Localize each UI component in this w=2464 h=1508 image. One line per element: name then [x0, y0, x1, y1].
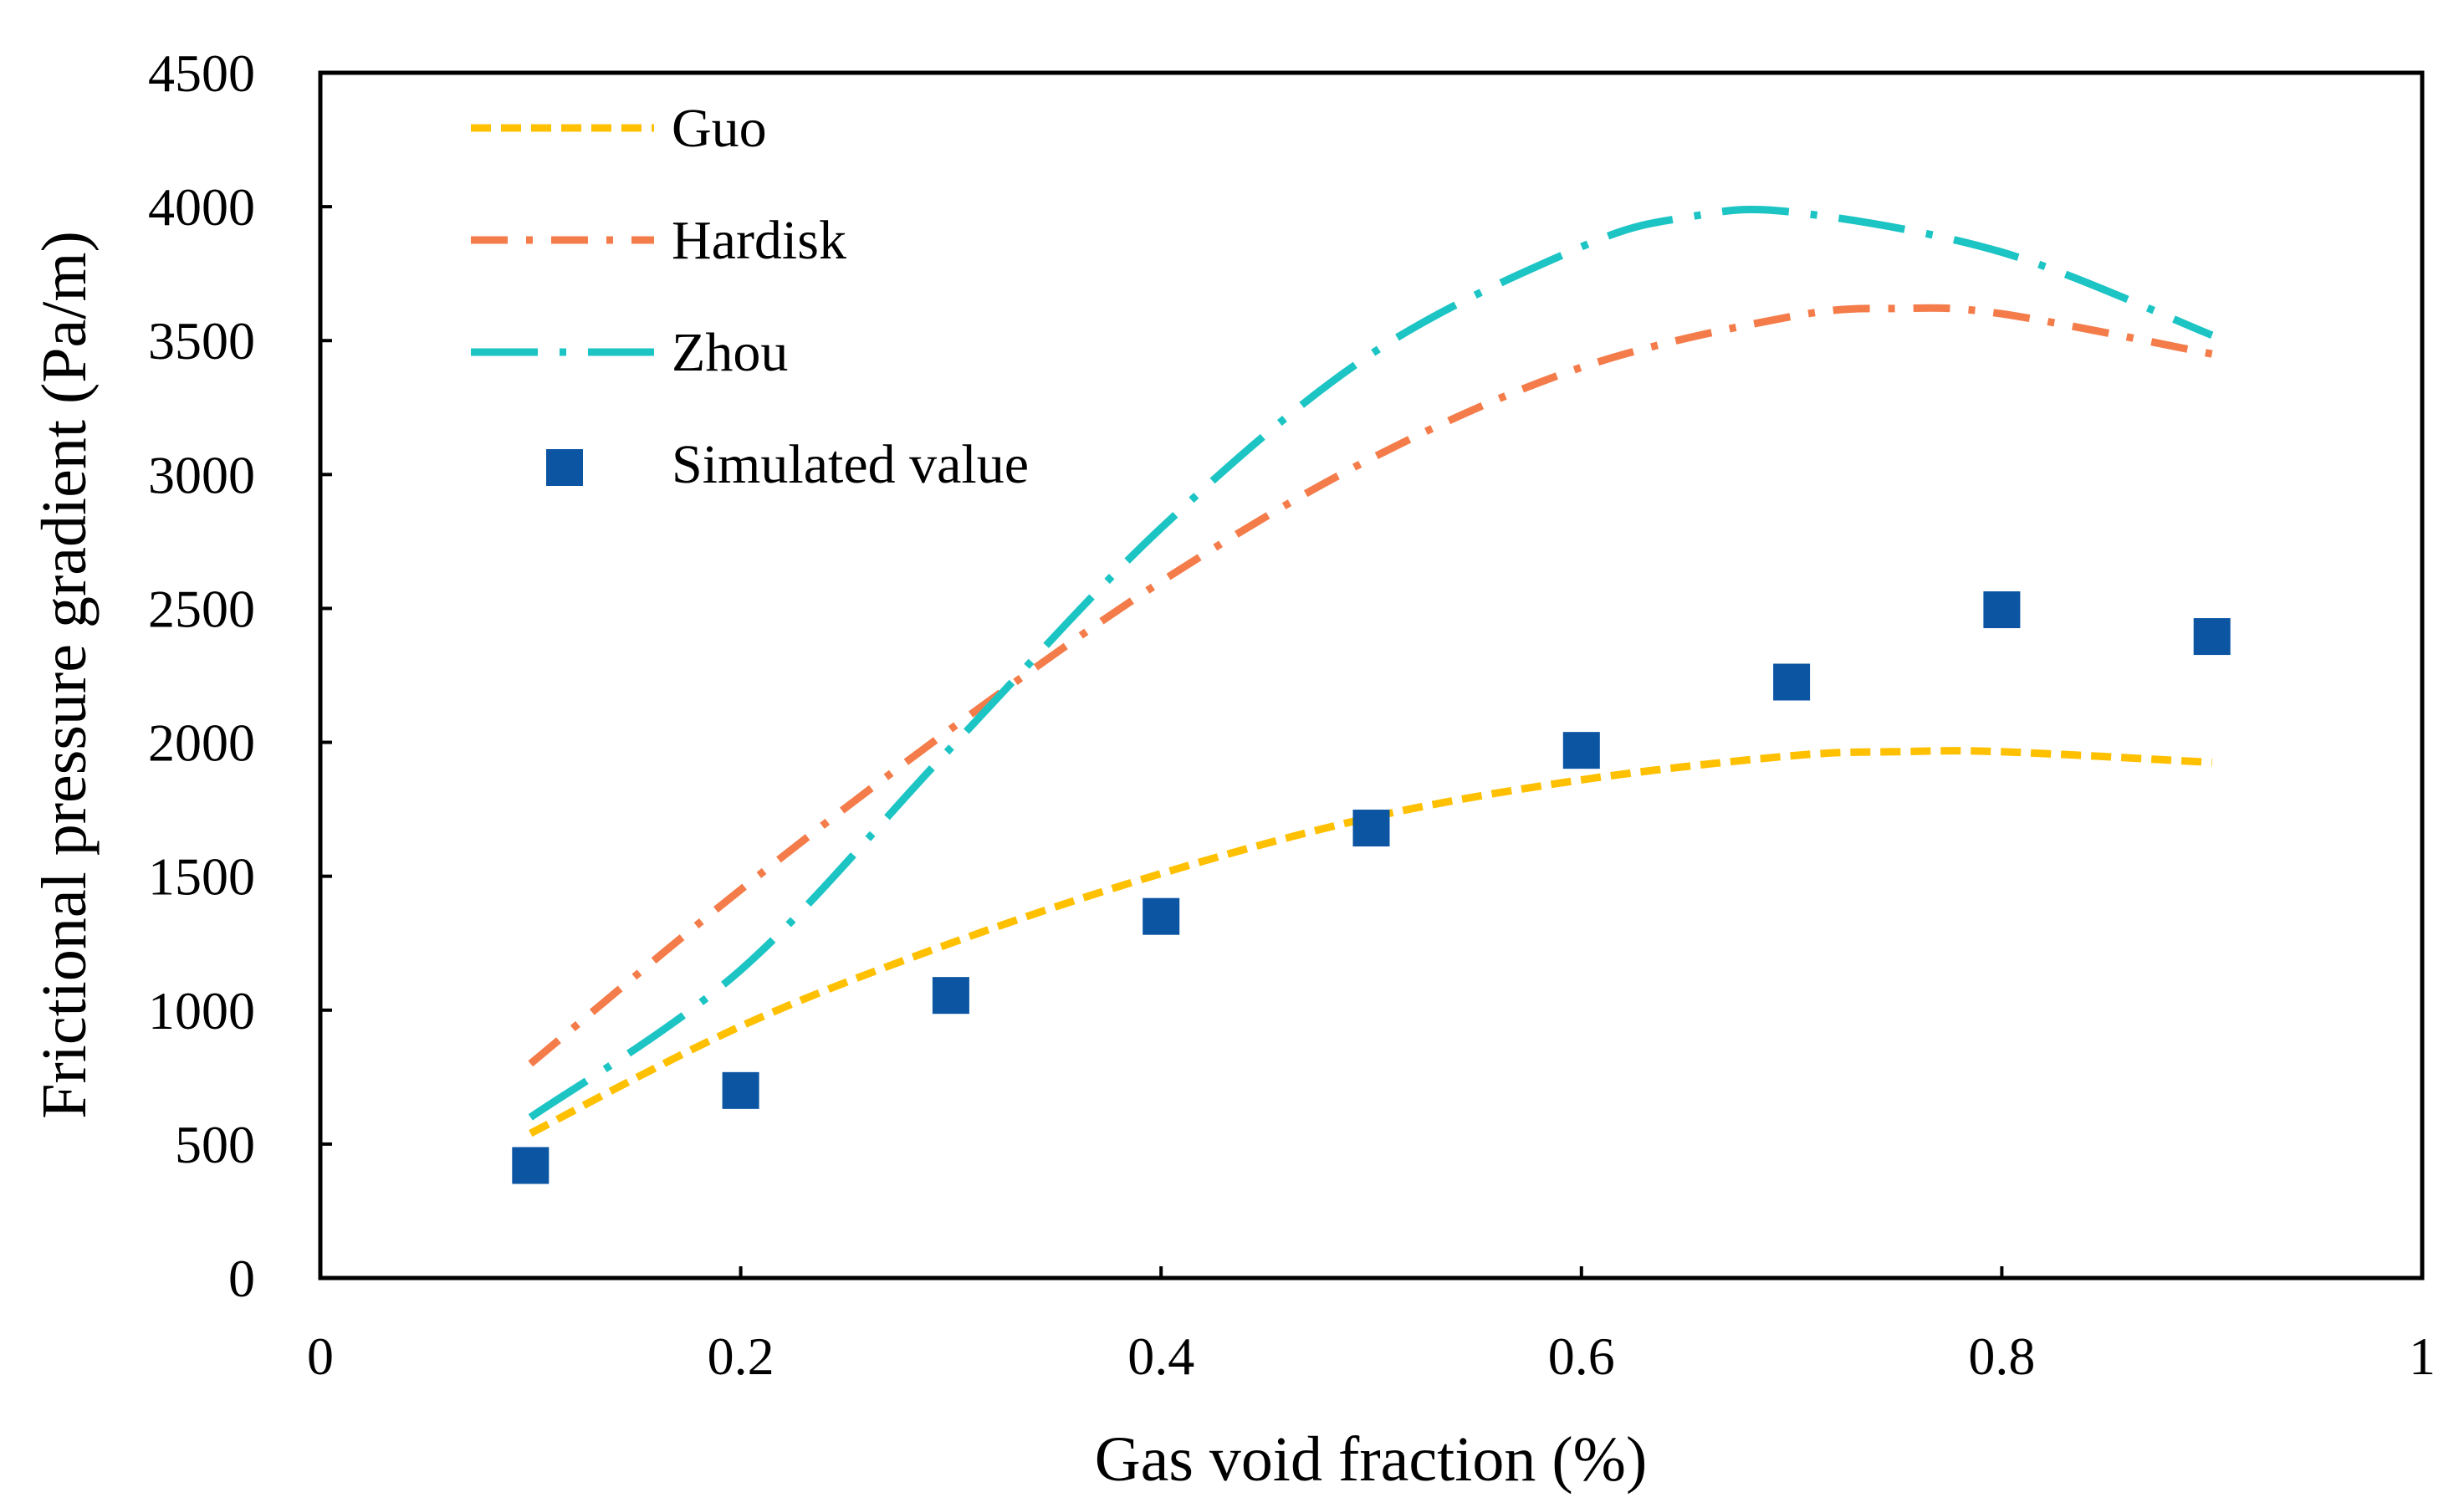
- y-tick-label: 2000: [148, 713, 255, 773]
- x-tick-label: 0.4: [1127, 1327, 1194, 1386]
- simulated-value-point: [932, 977, 969, 1015]
- series-layer: [528, 206, 2214, 1137]
- zhou-line: [528, 206, 2214, 1121]
- y-tick-label: 0: [228, 1249, 255, 1308]
- x-tick-label: 0: [307, 1327, 334, 1386]
- legend-label-guo: Guo: [672, 98, 767, 159]
- simulated-value-point: [1143, 897, 1180, 935]
- simulated-value-point: [1773, 663, 1811, 701]
- x-tick-label: 0.6: [1548, 1327, 1615, 1386]
- y-tick-label: 4000: [148, 177, 255, 237]
- simulated-value-point: [722, 1071, 759, 1109]
- marker-layer: [512, 591, 2231, 1184]
- legend: Guo Hardisk Zhou Simulated value: [471, 98, 1029, 495]
- y-tick-label: 1500: [148, 847, 255, 907]
- y-axis-title: Frictional pressure gradient (Pa/m): [29, 231, 100, 1119]
- x-tick-label: 1: [2409, 1327, 2436, 1386]
- simulated-value-point: [1983, 591, 2021, 629]
- simulated-value-point: [2193, 618, 2231, 656]
- x-tick-label: 0.8: [1968, 1327, 2035, 1386]
- x-axis-title: Gas void fraction (%): [1095, 1424, 1648, 1495]
- y-tick-label: 4500: [148, 43, 255, 103]
- legend-swatch-simulated-value: [546, 449, 583, 486]
- simulated-value-point: [1562, 732, 1600, 769]
- legend-label-hardisk: Hardisk: [672, 210, 846, 271]
- x-axis-ticks: 0 0.2 0.4 0.6 0.8 1: [307, 1266, 2436, 1386]
- legend-label-zhou: Zhou: [672, 322, 788, 383]
- y-tick-label: 3000: [148, 445, 255, 504]
- plot-frame: [318, 70, 2425, 1281]
- legend-label-simulated-value: Simulated value: [672, 434, 1029, 495]
- y-tick-label: 2500: [148, 579, 255, 638]
- x-tick-label: 0.2: [708, 1327, 774, 1386]
- y-axis-ticks: 0 500 1000 1500 2000 2500 3000 3500 4000 4500: [148, 43, 332, 1308]
- y-tick-label: 500: [175, 1115, 255, 1174]
- hardisk-line: [528, 304, 2213, 1067]
- y-tick-label: 1000: [148, 981, 255, 1040]
- guo-line: [529, 747, 2212, 1137]
- y-tick-label: 3500: [148, 311, 255, 371]
- simulated-value-point: [1352, 810, 1390, 847]
- simulated-value-point: [512, 1147, 550, 1184]
